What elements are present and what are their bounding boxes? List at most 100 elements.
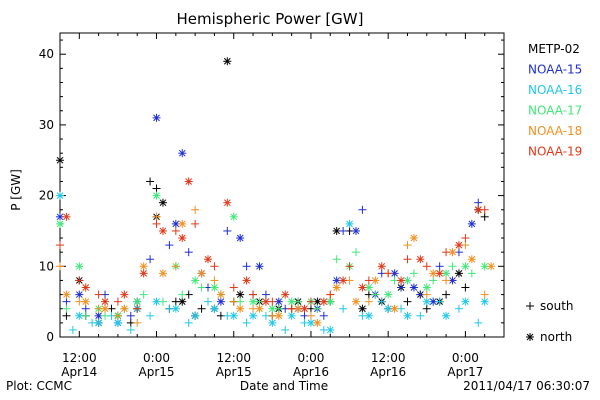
data-point-south [313,304,322,313]
data-point-south [113,311,122,320]
data-point-north [236,304,245,313]
data-point-south [146,311,155,320]
x-tick-label-date: Apr14 [61,365,97,379]
x-tick-label-time: 12:00 [371,351,406,365]
data-point-north [171,219,180,228]
data-point-north [216,297,225,306]
y-tick-label: 10 [39,259,54,273]
data-point-south [364,276,373,285]
data-point-north [487,262,496,271]
data-point-south [204,297,212,306]
legend-item-metp-02: METP-02 [528,42,580,56]
data-point-north [255,304,264,313]
data-point-north [197,269,206,278]
data-point-south [435,297,444,306]
x-tick-label-date: Apr16 [293,365,329,379]
data-point-south [75,276,84,285]
data-point-north [204,255,212,264]
data-point-south [422,304,431,313]
data-point-north [249,297,258,306]
data-point-south [229,283,238,292]
data-point-south [101,311,110,320]
marker-legend: south north [526,299,574,344]
data-point-north [75,290,84,299]
legend-item-noaa-19: NOAA-19 [528,145,582,159]
data-point-north [75,311,84,320]
data-point-north [184,177,193,186]
x-tick-label-time: 0:00 [297,351,324,365]
plot-frame [59,32,505,338]
data-point-south [94,290,103,299]
data-point-south [377,297,386,306]
y-tick-label: 40 [39,47,54,61]
data-point-north [403,311,412,320]
data-point-north [467,219,476,228]
data-point-north [242,276,251,285]
data-point-north [113,318,122,327]
data-point-south [133,318,142,327]
data-point-south [81,311,90,320]
data-point-south [146,177,155,186]
data-point-south [139,290,148,299]
data-point-north [120,290,129,299]
data-point-south [68,325,77,334]
data-point-north [287,297,296,306]
marker-legend-label-north: north [540,330,572,344]
data-point-south [191,205,200,214]
data-point-north [442,269,451,278]
timestamp: 2011/04/17 06:30:07 [463,379,590,393]
data-point-north [178,234,187,243]
data-point-north [249,311,258,320]
data-point-north [229,212,238,221]
data-point-south [319,311,328,320]
data-point-north [223,57,232,66]
y-tick-label: 30 [39,118,54,132]
data-point-south [210,276,219,285]
legend-item-noaa-15: NOAA-15 [528,63,582,77]
data-point-north [152,113,161,122]
data-point-north [158,226,167,235]
data-point-south [339,304,348,313]
data-points [56,57,496,334]
data-point-north [178,297,187,306]
data-point-north [268,318,277,327]
data-point-south [480,212,489,221]
x-tick-label-time: 12:00 [216,351,251,365]
data-point-north [158,198,167,207]
data-point-north [139,269,148,278]
data-point-north [461,297,470,306]
data-point-north [474,205,483,214]
data-point-south [422,290,431,299]
data-point-north [287,311,296,320]
data-point-north [281,290,290,299]
data-point-north [377,262,386,271]
data-point-south [474,198,483,207]
data-point-north [120,304,129,313]
data-point-south [332,255,341,264]
data-point-south [229,297,238,306]
data-point-south [409,269,418,278]
data-point-north [364,311,373,320]
data-point-north [300,304,309,313]
y-tick-label: 0 [46,330,54,344]
data-point-north [390,304,399,313]
data-point-north [409,283,418,292]
data-point-south [345,262,354,271]
data-point-north [306,318,315,327]
legend-item-noaa-18: NOAA-18 [528,124,582,138]
data-point-south [62,297,71,306]
data-point-south [249,290,258,299]
chart-title: Hemispheric Power [GW] [177,10,364,28]
data-point-north [75,262,84,271]
data-point-south [171,226,180,235]
data-point-north [358,283,367,292]
data-point-north [56,156,64,165]
data-point-north [158,269,167,278]
marker-symbol-plus [526,302,534,310]
data-point-north [152,191,161,200]
data-point-north [94,311,103,320]
data-point-south [442,248,451,257]
data-point-south [306,311,315,320]
data-point-north [62,290,71,299]
data-point-north [332,226,341,235]
